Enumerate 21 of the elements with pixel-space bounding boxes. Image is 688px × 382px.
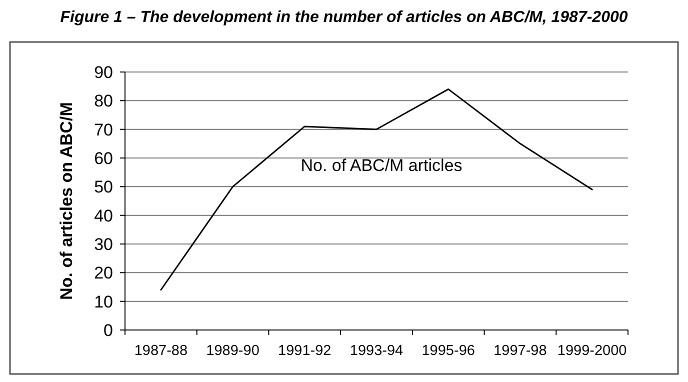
chart-title: Figure 1 – The development in the number of articles on ABC/M, 1987-2000 (60, 9, 628, 26)
x-tick-label: 1989-90 (206, 343, 260, 359)
x-tick-label: 1997-98 (494, 343, 547, 359)
x-tick-label: 1991-92 (278, 343, 332, 359)
x-tick-label: 1987-88 (134, 343, 188, 359)
y-tick-label: 60 (94, 148, 113, 168)
x-tick-label: 1999-2000 (557, 343, 627, 359)
series-label: No. of ABC/M articles (300, 156, 462, 176)
y-axis-title: No. of articles on ABC/M (57, 102, 76, 300)
y-tick-label: 30 (94, 234, 113, 254)
y-tick-label: 40 (94, 206, 113, 226)
x-tick-label: 1995-96 (422, 343, 475, 359)
x-tick-label: 1993-94 (350, 343, 404, 359)
y-tick-label: 50 (94, 178, 113, 197)
y-tick-label: 10 (94, 292, 113, 312)
y-tick-label: 0 (104, 320, 113, 340)
y-tick-label: 20 (94, 264, 113, 283)
y-tick-label: 70 (94, 120, 113, 140)
y-tick-label: 90 (94, 62, 113, 82)
y-tick-label: 80 (94, 92, 113, 111)
line-series (160, 88, 593, 291)
